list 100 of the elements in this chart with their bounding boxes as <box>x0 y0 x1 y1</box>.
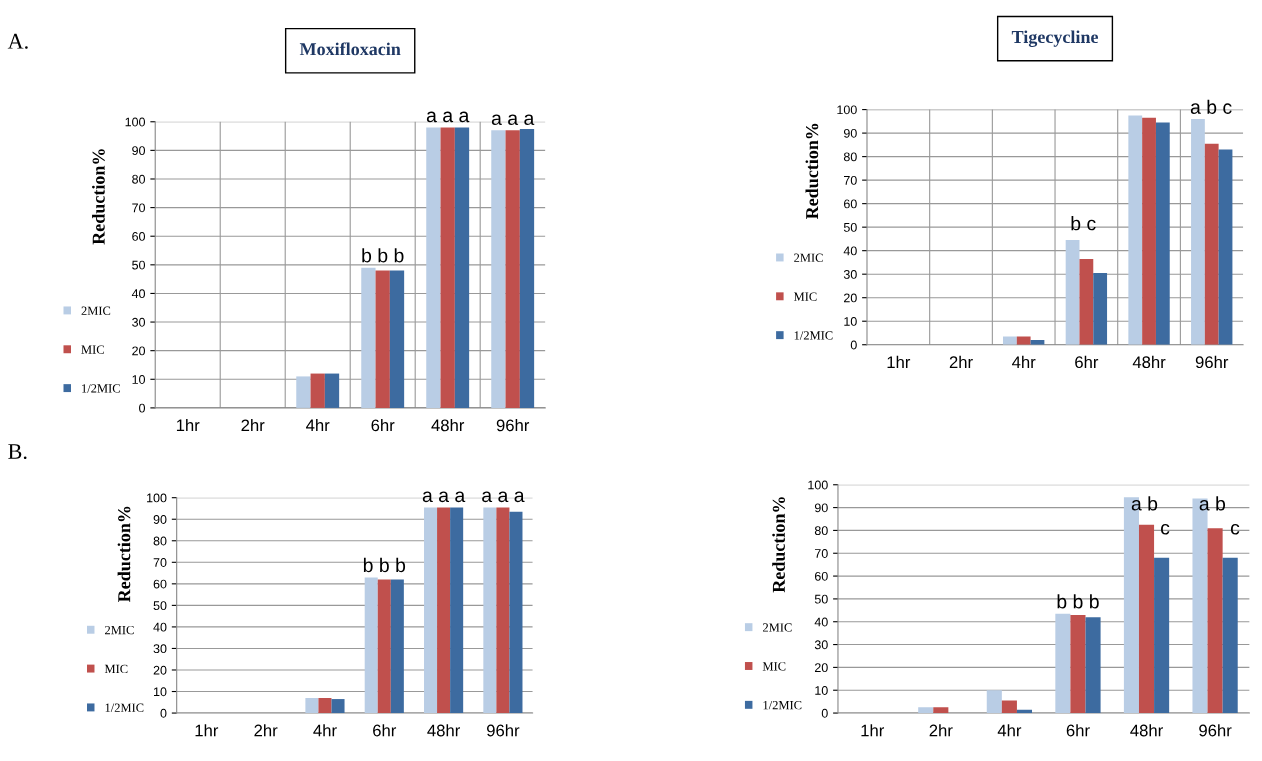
x-tick-label: 6hr <box>1066 724 1090 737</box>
bar <box>509 511 523 714</box>
legend-label: 1/2MIC <box>794 331 833 340</box>
y-tick-label: 50 <box>843 222 857 232</box>
legend-label: MIC <box>81 345 104 354</box>
bar <box>986 690 1002 714</box>
bar <box>377 579 391 714</box>
bar <box>1218 149 1233 345</box>
bar <box>310 373 325 408</box>
text: A. <box>7 33 28 49</box>
x-tick-label: 48hr <box>1132 355 1166 369</box>
bar <box>437 507 451 714</box>
annotation: a a a <box>422 491 466 503</box>
x-tick-label: 2hr <box>929 724 953 737</box>
legend-label: MIC <box>104 664 128 674</box>
bar <box>491 130 506 408</box>
bar <box>918 707 934 714</box>
y-tick-label: 100 <box>808 480 828 490</box>
bar <box>1155 122 1170 345</box>
y-tick-label: 40 <box>843 246 857 256</box>
bar <box>1154 557 1170 714</box>
x-tick-label: 1hr <box>887 355 911 368</box>
y-tick-label: 90 <box>153 515 167 524</box>
y-tick-label: 100 <box>837 105 857 115</box>
y-tick-label: 40 <box>814 617 828 627</box>
legend-label: 2MIC <box>762 623 792 632</box>
y-axis-title: Reduction% <box>805 123 819 220</box>
bar <box>324 373 340 408</box>
bar <box>496 507 510 714</box>
y-tick-label: 30 <box>843 269 857 279</box>
y-tick-label: 50 <box>814 594 828 604</box>
bar <box>1085 617 1101 714</box>
bar <box>450 507 464 714</box>
bar <box>375 270 390 408</box>
y-tick-label: 80 <box>843 152 857 162</box>
x-tick-label: 96hr <box>496 419 530 432</box>
x-tick-label: 2hr <box>254 724 278 737</box>
bar <box>519 128 535 408</box>
annotation: b c <box>1071 216 1096 231</box>
y-axis-title: Reduction% <box>772 497 785 593</box>
x-tick-label: 6hr <box>371 419 395 432</box>
y-tick-label: 20 <box>153 665 167 675</box>
text: B. <box>8 444 27 460</box>
bar <box>1191 118 1205 345</box>
annotation: c <box>1161 523 1170 535</box>
y-tick-label: 40 <box>131 289 146 299</box>
annotation: b b b <box>363 557 406 573</box>
y-tick-label: 20 <box>844 293 857 303</box>
y-tick-label: 70 <box>844 175 857 185</box>
bar <box>454 127 470 408</box>
y-tick-label: 50 <box>153 601 167 611</box>
x-tick-label: 48hr <box>427 724 460 737</box>
y-tick-label: 100 <box>125 117 146 127</box>
x-tick-label: 1hr <box>195 724 219 737</box>
chart-title: Moxifloxacin <box>299 42 401 56</box>
y-tick-label: 20 <box>814 663 828 673</box>
x-tick-label: 1hr <box>861 724 885 737</box>
x-tick-label: 96hr <box>1199 724 1232 737</box>
y-tick-label: 70 <box>814 549 828 558</box>
y-tick-label: 90 <box>814 503 828 513</box>
x-tick-label: 48hr <box>431 419 465 432</box>
legend-label: MIC <box>762 662 786 671</box>
bar <box>331 699 345 714</box>
y-tick-label: 70 <box>132 203 146 213</box>
x-tick-label: 4hr <box>306 419 330 432</box>
bar <box>1128 115 1143 345</box>
y-tick-label: 60 <box>814 571 828 581</box>
y-tick-label: 40 <box>153 622 167 632</box>
bar <box>1222 557 1238 714</box>
legend-label: 2MIC <box>794 253 823 262</box>
y-tick-label: 60 <box>844 199 857 209</box>
y-tick-label: 0 <box>139 403 146 413</box>
bar <box>361 267 376 408</box>
y-tick-label: 60 <box>153 579 167 589</box>
legend-label: 1/2MIC <box>763 700 802 710</box>
x-tick-label: 2hr <box>241 419 265 432</box>
legend-label: 2MIC <box>105 625 134 635</box>
bar <box>1055 613 1071 714</box>
bar <box>483 507 497 714</box>
bar <box>1079 258 1094 345</box>
y-axis-title: Reduction% <box>117 506 131 603</box>
bar <box>364 577 378 714</box>
legend-label: 1/2MIC <box>82 384 120 393</box>
y-tick-label: 10 <box>132 375 146 384</box>
legend-label: 2MIC <box>81 306 111 315</box>
y-tick-label: 90 <box>843 128 857 138</box>
y-tick-label: 0 <box>160 708 167 718</box>
annotation: b b b <box>1057 594 1099 609</box>
annotation: a b <box>1131 496 1158 511</box>
legend-label: 1/2MIC <box>105 703 144 712</box>
chart-title: Tigecycline <box>1011 30 1099 47</box>
bar <box>305 697 319 714</box>
annotation: b b b <box>362 248 404 263</box>
x-tick-label: 2hr <box>949 355 973 368</box>
x-tick-label: 96hr <box>1195 355 1229 369</box>
y-tick-label: 0 <box>821 708 828 718</box>
bar <box>318 697 332 714</box>
y-tick-label: 80 <box>153 536 167 546</box>
bar <box>426 127 441 408</box>
x-tick-label: 1hr <box>176 419 200 432</box>
